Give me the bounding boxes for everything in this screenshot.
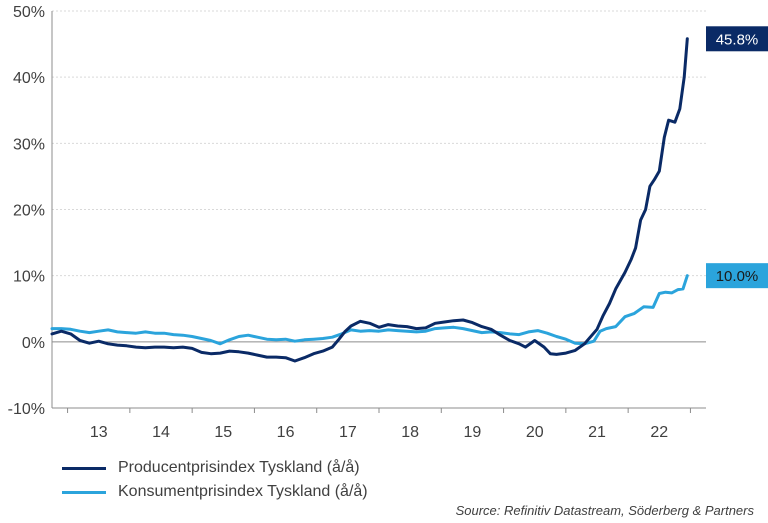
- legend-swatch-producer: [62, 466, 106, 470]
- y-tick-label: 50%: [13, 4, 45, 21]
- series-line-producer: [50, 37, 689, 363]
- x-tick-label: 16: [277, 424, 295, 441]
- x-tick-label: 17: [339, 424, 357, 441]
- x-tick-label: 14: [152, 424, 170, 441]
- x-tick-label: 20: [526, 424, 544, 441]
- legend-item-consumer: Konsumentprisindex Tyskland (å/å): [62, 480, 368, 504]
- y-tick-label: -10%: [8, 401, 45, 418]
- x-tick-label: 19: [464, 424, 482, 441]
- x-tick-label: 21: [588, 424, 606, 441]
- legend-item-producer: Producentprisindex Tyskland (å/å): [62, 456, 368, 480]
- source-note: Source: Refinitiv Datastream, Söderberg …: [455, 503, 754, 518]
- y-tick-label: 10%: [13, 269, 45, 286]
- legend-label-consumer: Konsumentprisindex Tyskland (å/å): [118, 483, 368, 500]
- legend-swatch-consumer: [62, 490, 106, 494]
- y-tick-label: 0%: [22, 335, 45, 352]
- legend: Producentprisindex Tyskland (å/å) Konsum…: [62, 456, 368, 504]
- y-tick-label: 40%: [13, 70, 45, 87]
- series-lines: [50, 37, 689, 363]
- y-tick-label: 30%: [13, 136, 45, 153]
- x-tick-label: 18: [401, 424, 419, 441]
- y-tick-label: 20%: [13, 203, 45, 220]
- legend-label-producer: Producentprisindex Tyskland (å/å): [118, 459, 360, 476]
- end-label-box-producer: [706, 26, 768, 52]
- x-axis: 13 14 15 16 17 18 19 20 21 22: [52, 407, 706, 441]
- x-tick-label: 22: [650, 424, 668, 441]
- end-label-box-consumer: [706, 263, 768, 289]
- y-axis: 50% 40% 30% 20% 10% 0% -10%: [8, 4, 53, 418]
- end-label-consumer: 10.0%: [716, 268, 759, 285]
- series-line-consumer: [50, 274, 689, 346]
- x-tick-label: 15: [214, 424, 232, 441]
- x-tick-label: 13: [90, 424, 108, 441]
- end-labels: 45.8% 10.0%: [706, 26, 768, 289]
- end-label-producer: 45.8%: [716, 31, 759, 48]
